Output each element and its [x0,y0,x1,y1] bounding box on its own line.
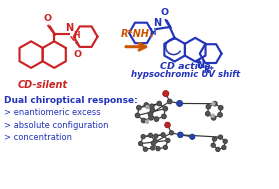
Circle shape [177,101,182,106]
Circle shape [223,139,227,143]
Circle shape [211,116,216,120]
Circle shape [154,134,158,138]
Text: CD active: CD active [160,62,211,71]
Circle shape [148,112,153,116]
Circle shape [137,105,141,110]
Circle shape [211,143,215,147]
Circle shape [165,122,170,128]
Circle shape [146,106,149,108]
Circle shape [141,118,146,123]
Circle shape [146,120,148,123]
Circle shape [213,101,217,106]
Circle shape [149,116,153,120]
Circle shape [153,139,157,143]
Circle shape [178,132,183,137]
Circle shape [218,135,222,139]
Circle shape [163,145,167,149]
Circle shape [213,137,217,141]
Text: > concentration: > concentration [4,133,72,142]
Text: N: N [153,18,161,28]
Circle shape [218,113,222,117]
Circle shape [144,103,148,107]
Text: H: H [73,31,80,40]
Circle shape [156,147,160,151]
Circle shape [141,135,145,139]
Circle shape [169,131,174,135]
Text: > enantiomeric excess: > enantiomeric excess [4,108,101,117]
Text: O: O [161,8,169,17]
Text: > absolute configuration: > absolute configuration [4,121,109,130]
Text: O: O [43,14,51,23]
Circle shape [157,101,161,106]
Circle shape [190,134,195,139]
Circle shape [211,114,214,117]
Circle shape [161,133,165,137]
Circle shape [139,142,143,146]
Circle shape [206,105,211,109]
Circle shape [135,113,140,118]
Circle shape [148,133,152,137]
Circle shape [143,147,147,151]
Circle shape [162,114,166,119]
Circle shape [150,108,155,112]
Text: Dual chiroptical response:: Dual chiroptical response: [4,96,138,105]
Circle shape [166,139,170,143]
Text: R*: R* [204,66,215,75]
Text: hypsochromic UV shift: hypsochromic UV shift [131,70,240,79]
Circle shape [163,91,169,96]
Circle shape [151,141,155,145]
Circle shape [216,147,220,151]
Text: O: O [74,50,82,59]
Text: H: H [150,28,156,37]
Text: R*NH₂: R*NH₂ [121,29,154,39]
Circle shape [163,106,167,111]
Text: CD-silent: CD-silent [18,80,68,90]
Circle shape [212,102,215,105]
Circle shape [222,146,226,149]
Circle shape [167,99,172,104]
Circle shape [206,112,210,116]
Circle shape [151,146,155,150]
Text: N: N [65,23,73,33]
Circle shape [218,106,223,110]
Text: N: N [196,60,204,70]
Circle shape [150,104,154,108]
Circle shape [154,117,159,121]
